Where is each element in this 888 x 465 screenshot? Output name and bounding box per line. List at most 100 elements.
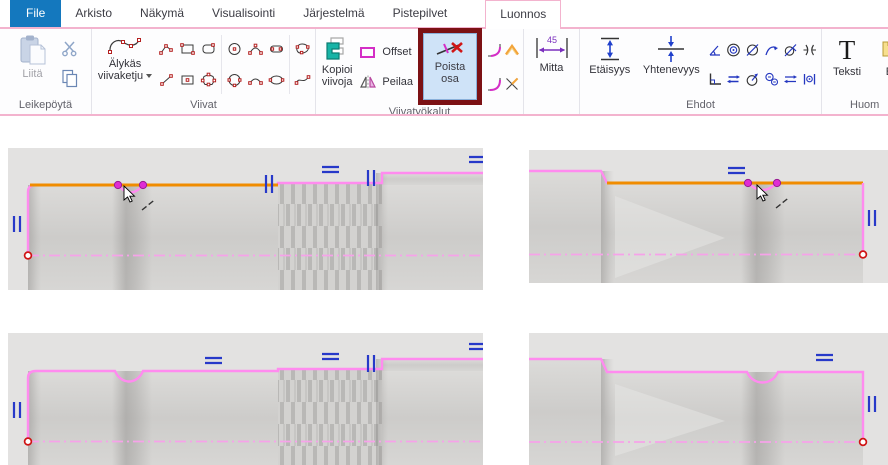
cursor-arrow <box>123 184 136 203</box>
fillet-button[interactable] <box>482 39 506 61</box>
endpoint-handle[interactable] <box>138 180 148 190</box>
copy-lines-button[interactable]: Kopioi viivoja <box>318 31 356 105</box>
line-tool-button[interactable] <box>155 69 179 91</box>
shaft-step-section <box>382 359 483 371</box>
rectangle-icon <box>180 43 195 55</box>
polyline-tool-button[interactable] <box>155 38 179 60</box>
step-edge-shading <box>601 171 614 283</box>
smart-chain-button[interactable]: Älykäs viivaketju <box>94 31 156 98</box>
origin-point[interactable] <box>858 250 868 259</box>
fillet-sharp-button[interactable] <box>482 73 506 95</box>
group-label-annotations: Huom <box>850 99 880 111</box>
arc-3pt-tool-button[interactable] <box>244 38 268 60</box>
tangent-constraint-button[interactable] <box>760 39 784 61</box>
coincidence-constraint-button[interactable]: Yhtenevyys <box>638 31 705 98</box>
circle-points-icon <box>227 74 242 88</box>
text-button[interactable]: T Teksti <box>824 31 870 98</box>
angle-constraint-button[interactable] <box>703 39 727 61</box>
origin-point[interactable] <box>23 437 33 446</box>
tab-file[interactable]: File <box>10 0 62 27</box>
double-arrows-icon <box>784 75 797 84</box>
tangent-curve-icon <box>765 46 778 56</box>
symmetry-icon <box>803 44 816 56</box>
ellipse-icon <box>268 75 285 85</box>
paste-label: Liitä <box>22 68 43 80</box>
tab-jarjestelma[interactable]: Järjestelmä <box>303 6 365 20</box>
endpoint-handle[interactable] <box>743 178 753 188</box>
parallel-constraint-button[interactable] <box>722 68 746 90</box>
fix-tangent-constraint-button[interactable] <box>779 39 803 61</box>
diameter-icon <box>746 44 759 56</box>
sketch-outline[interactable] <box>26 357 483 442</box>
tab-pistepilvet[interactable]: Pistepilvet <box>392 6 448 20</box>
rectangle-center-tool-button[interactable] <box>176 69 200 91</box>
highlight-callout-box: Poista osa <box>418 28 482 105</box>
constraint-glyphs <box>12 155 483 232</box>
midpoint-constraint-button[interactable] <box>798 68 822 90</box>
delete-part-label: Poista osa <box>434 61 466 85</box>
constraint-grid <box>705 36 819 94</box>
note-distance-label: Etä <box>886 66 888 78</box>
distance-constraint-button[interactable]: Etäisyys <box>582 31 638 98</box>
origin-point[interactable] <box>858 437 868 447</box>
chamfer-angle-icon <box>505 43 519 56</box>
tab-nakyma[interactable]: Näkymä <box>140 6 185 20</box>
rectangle-tool-button[interactable] <box>176 38 200 60</box>
svg-text:45: 45 <box>546 35 556 45</box>
copy-button[interactable] <box>58 67 82 89</box>
perpendicular-constraint-button[interactable] <box>703 68 727 90</box>
spline-tool-button[interactable] <box>291 69 315 91</box>
measure-button[interactable]: 45 Mitta <box>527 31 577 98</box>
group-label-measure <box>524 98 579 114</box>
circle-tool-button[interactable] <box>223 38 247 60</box>
viewport-bottom-left[interactable] <box>8 333 486 465</box>
radius-constraint-button[interactable] <box>741 68 765 90</box>
clipboard-paste-icon <box>20 35 45 65</box>
paste-button[interactable]: Liitä <box>10 31 56 98</box>
symmetry-constraint-button[interactable] <box>798 39 822 61</box>
endpoint-handle[interactable] <box>772 178 782 188</box>
concentric-constraint-button[interactable] <box>722 39 746 61</box>
note-distance-button[interactable]: Etä <box>872 31 888 98</box>
polygon-tool-button[interactable] <box>197 69 221 91</box>
tab-arkisto[interactable]: Arkisto <box>75 6 113 20</box>
cursor-arrow <box>756 183 769 202</box>
fillet-corner-icon <box>488 44 501 57</box>
viewport-bottom-right[interactable] <box>529 333 888 465</box>
converging-arrows-icon <box>658 36 685 62</box>
slot-tool-button[interactable] <box>265 38 289 60</box>
corner-trim-button[interactable] <box>500 73 524 95</box>
chamfer-button[interactable] <box>500 39 524 61</box>
origin-point[interactable] <box>23 251 33 260</box>
constraint-glyphs <box>728 166 877 226</box>
equal-length-constraint-button[interactable] <box>779 68 803 90</box>
ribbon-tab-bar: File Arkisto Näkymä Visualisointi Järjes… <box>0 0 888 29</box>
coincidence-label: Yhtenevyys <box>642 64 700 76</box>
freeform-tool-button[interactable] <box>291 38 315 60</box>
viewport-top-right[interactable] <box>529 150 888 283</box>
groove-shading <box>741 372 785 465</box>
sketch-outline[interactable] <box>529 357 865 442</box>
ellipse-tool-button[interactable] <box>265 69 289 91</box>
line-tools-grid-3 <box>292 34 313 96</box>
delete-part-button[interactable]: Poista osa <box>423 33 477 100</box>
offset-button[interactable]: Offset <box>356 39 415 65</box>
duplicate-shape-icon <box>326 37 344 60</box>
arc-tool-button[interactable] <box>244 69 268 91</box>
tab-luonnos-active[interactable]: Luonnos <box>485 0 562 29</box>
endpoint-handle[interactable] <box>113 180 123 190</box>
polyline-icon <box>159 44 173 55</box>
shaft-left-section <box>529 359 605 465</box>
svg-text:T: T <box>839 35 856 65</box>
tab-visualisointi[interactable]: Visualisointi <box>212 6 276 20</box>
equal-radius-constraint-button[interactable] <box>760 68 784 90</box>
mirror-button[interactable]: Peilaa <box>356 69 415 95</box>
ellipse-points-tool-button[interactable] <box>223 69 247 91</box>
group-label-clipboard: Leikepöytä <box>18 99 73 111</box>
viewport-top-left[interactable] <box>8 148 486 290</box>
diameter-constraint-button[interactable] <box>741 39 765 61</box>
thread-section <box>278 369 382 465</box>
rounded-rectangle-tool-button[interactable] <box>197 38 221 60</box>
cut-button[interactable] <box>58 37 82 59</box>
sketch-outline-left[interactable] <box>529 169 609 184</box>
